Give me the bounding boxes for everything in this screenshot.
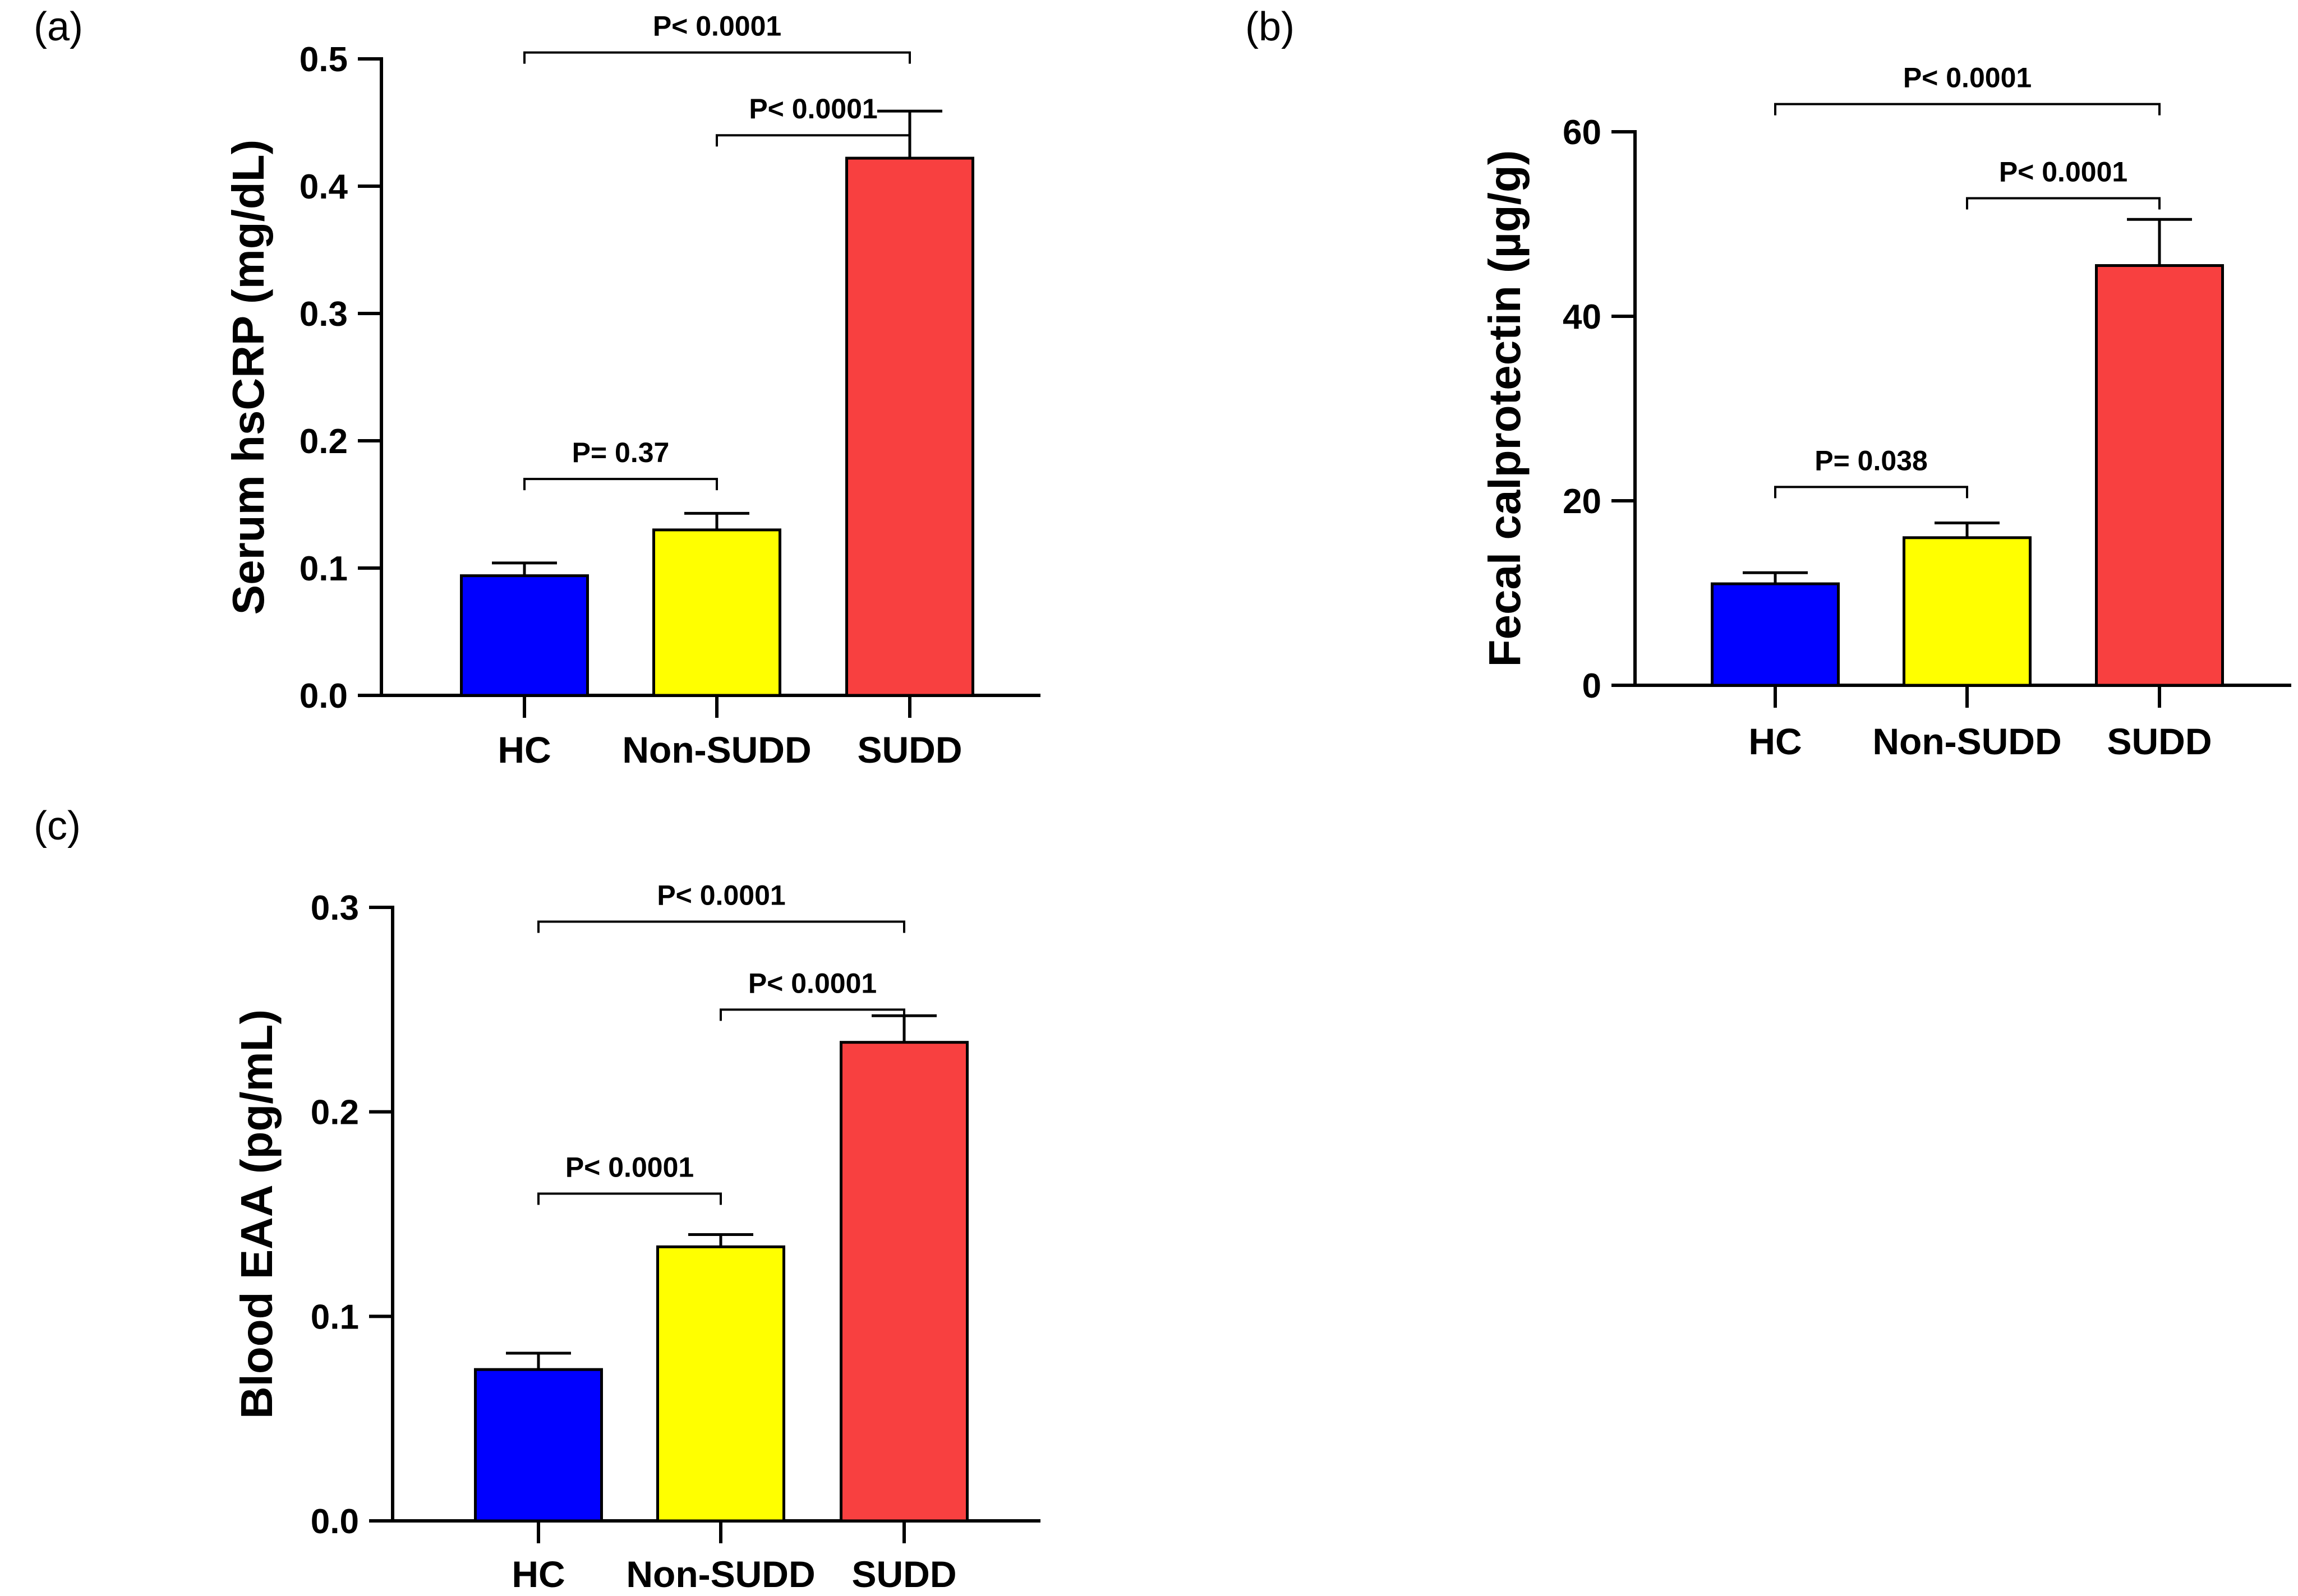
y-tick-label: 0.0 [300,677,348,716]
panel-label: (b) [1245,4,1295,49]
bar-hc [1711,582,1840,687]
x-tick-label: SUDD [2107,721,2212,762]
significance-bracket [537,920,905,933]
significance-bracket [523,51,911,64]
p-value-label: P< 0.0001 [657,880,785,911]
significance-bracket [716,134,911,147]
y-axis-label: Fecal calprotectin (µg/g) [1480,150,1530,667]
y-tick-label: 0 [1582,667,1601,705]
p-value-label: P= 0.038 [1815,445,1928,476]
x-tick-label: Non-SUDD [626,1553,815,1595]
x-tick-label: HC [498,729,551,771]
y-tick-label: 0.3 [300,295,348,334]
panel-label: (a) [34,4,83,49]
significance-bracket [1966,197,2161,210]
bar-sudd [840,1041,969,1523]
significance-bracket [1774,486,1968,499]
panel-b: (b) Fecal calprotectin (µg/g) 0 20 40 60 HC Non… [1245,4,2291,762]
p-value-label: P= 0.37 [572,437,670,468]
x-tick-label: SUDD [851,1553,956,1595]
significance-bracket [1774,103,2161,116]
bar-hc [460,574,589,697]
y-tick-label: 0.1 [300,550,348,588]
y-tick-label: 0.1 [311,1298,359,1336]
panel-a: (a) Serum hsCRP (mg/dL) 0.0 0.1 0.2 0.3 0.4 0.5… [34,4,1040,771]
significance-bracket [537,1192,722,1205]
panel-c: (c) Blood EAA (pg/mL) 0.0 0.1 0.2 0.3 HC Non-SU… [34,804,1040,1595]
y-tick-label: 60 [1563,113,1601,152]
y-axis-label: Blood EAA (pg/mL) [232,1009,282,1419]
bar-non-sudd [652,528,781,697]
bar-hc [474,1368,603,1523]
p-value-label: P< 0.0001 [749,93,877,124]
significance-bracket [720,1008,905,1021]
x-tick-label: Non-SUDD [1872,721,2061,762]
p-value-label: P< 0.0001 [565,1152,694,1183]
bar-sudd [845,156,974,697]
y-tick-label: 0.2 [311,1094,359,1132]
bar-sudd [2095,264,2224,687]
x-tick-label: HC [1748,721,1802,762]
y-tick-label: 0.2 [300,422,348,461]
x-tick-label: Non-SUDD [622,729,811,771]
p-value-label: P< 0.0001 [653,11,781,42]
significance-bracket [523,478,718,491]
y-tick-label: 20 [1563,482,1601,521]
p-value-label: P< 0.0001 [1903,62,2032,94]
y-tick-label: 0.3 [311,889,359,928]
p-value-label: P< 0.0001 [748,967,877,999]
x-tick-label: SUDD [857,729,962,771]
p-value-label: P< 0.0001 [1999,156,2127,187]
y-tick-label: 0.0 [311,1502,359,1541]
y-tick-label: 0.5 [300,40,348,79]
x-tick-label: HC [512,1553,565,1595]
bar-non-sudd [1903,536,2032,687]
y-axis-label: Serum hsCRP (mg/dL) [223,140,273,615]
panel-label: (c) [34,804,81,848]
y-tick-label: 40 [1563,298,1601,336]
bar-non-sudd [656,1245,785,1523]
y-tick-label: 0.4 [300,168,348,206]
